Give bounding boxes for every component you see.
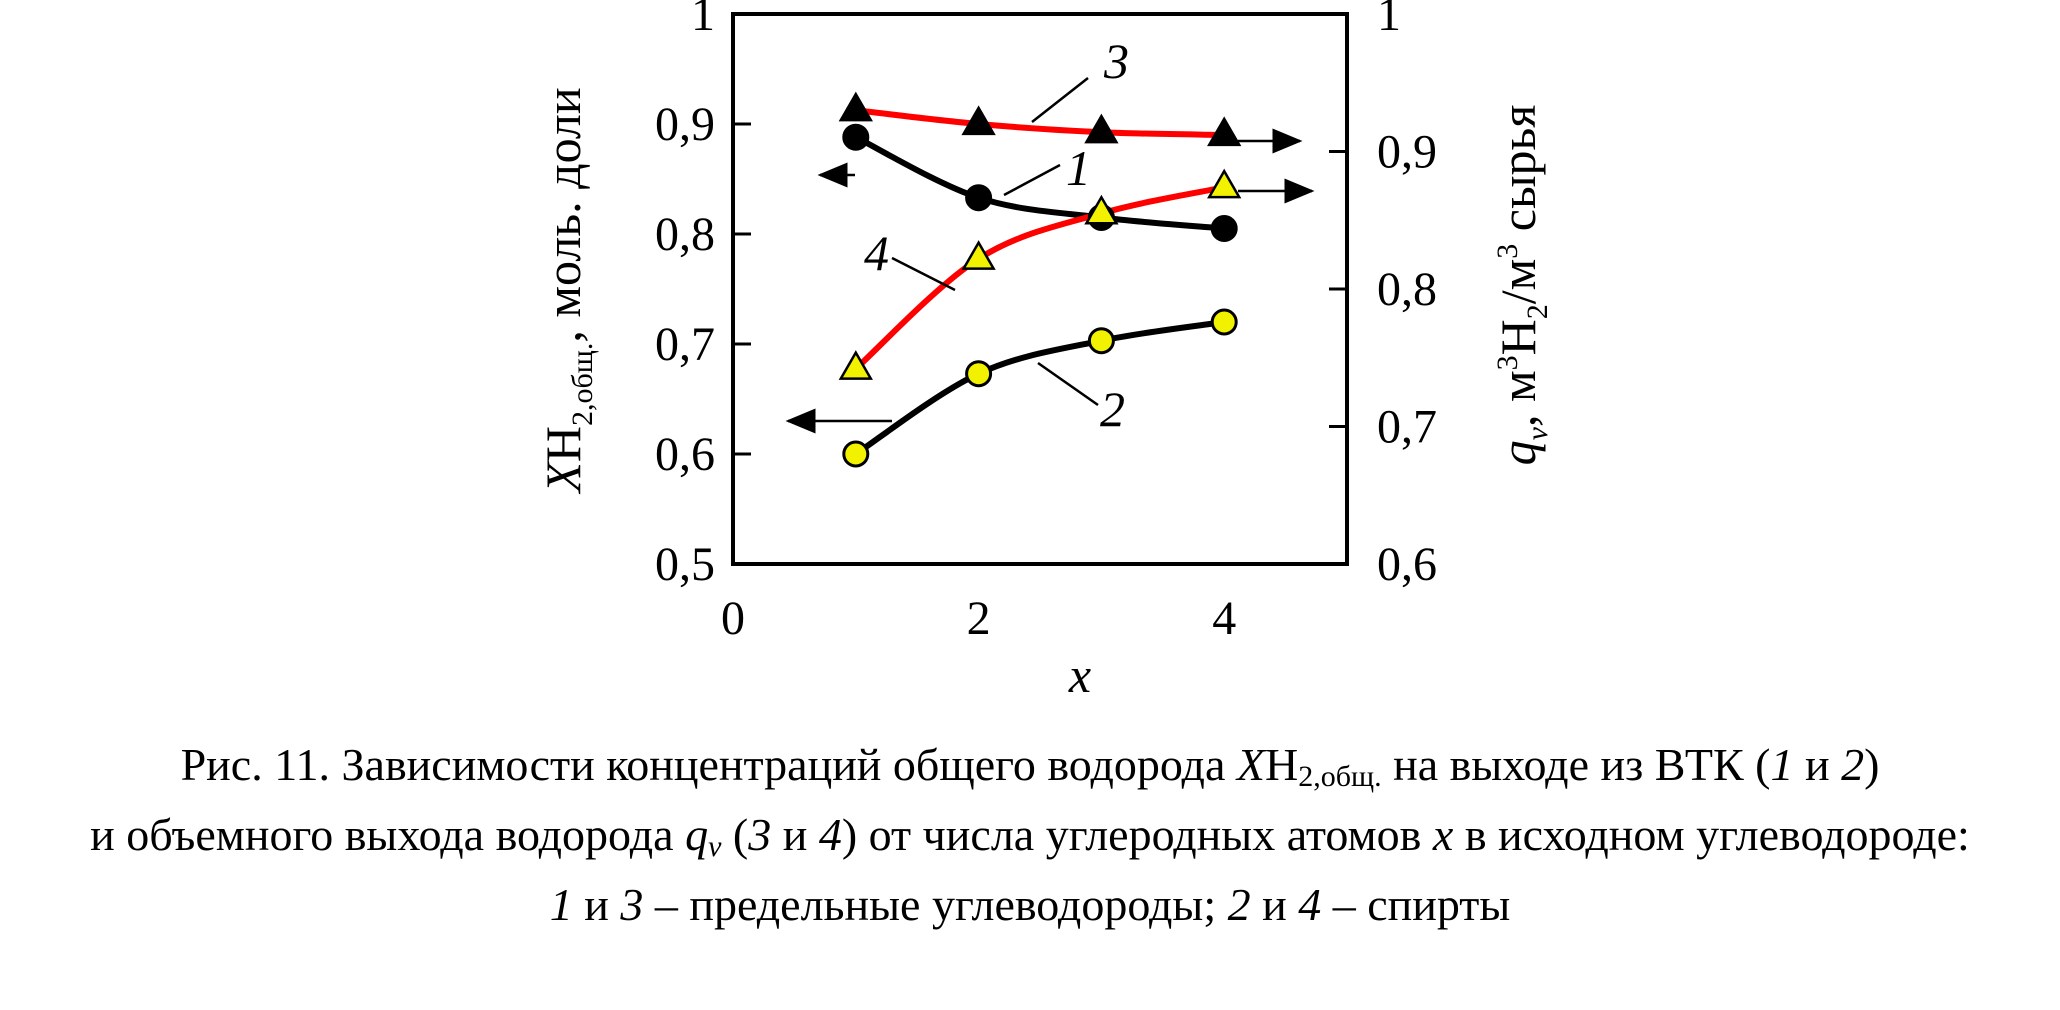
series-3-point	[1207, 116, 1242, 147]
series-3-point	[961, 105, 996, 136]
callout-leader-1	[1003, 163, 1061, 197]
x-tick-label: 2	[967, 592, 991, 645]
caption-line-1: Рис. 11. Зависимости концентраций общего…	[180, 739, 1880, 793]
plot-frame	[731, 12, 1349, 566]
left-tick-label: 0,9	[655, 98, 715, 151]
x-axis-title: x	[1068, 647, 1091, 703]
series-2-line	[852, 319, 1228, 457]
series-markers	[838, 91, 1242, 468]
callout-leader-2	[1037, 361, 1099, 407]
left-tick-label: 0,5	[655, 538, 715, 591]
figure-caption: Рис. 11. Зависимости концентраций общего…	[0, 736, 2060, 934]
series-2-point	[1087, 327, 1115, 355]
right-axis-ticks: 0,6 0,7 0,8 0,9 1	[1329, 0, 1437, 591]
series-4-line	[852, 184, 1228, 372]
x-tick-label: 0	[721, 592, 745, 645]
callout-label-4: 4	[864, 225, 889, 281]
series-3-point	[1084, 113, 1119, 144]
left-tick-label: 1	[691, 0, 715, 41]
series-3-point	[838, 91, 873, 122]
series-4-point	[838, 350, 873, 380]
series-2-point	[1210, 308, 1238, 336]
series-3-line	[852, 107, 1228, 138]
series-4-point	[961, 240, 996, 270]
series-2-point	[842, 440, 870, 468]
callout-label-3: 3	[1103, 33, 1129, 89]
left-axis-title: XH2,общ., моль. доли	[535, 87, 599, 494]
series-1-line	[852, 134, 1228, 232]
right-tick-label: 0,6	[1377, 538, 1437, 591]
series-4-point	[1084, 194, 1119, 225]
series-1-point	[965, 184, 993, 212]
x-tick-label: 4	[1212, 592, 1236, 645]
callout-leader-4	[891, 256, 956, 292]
right-axis-title: qv, м3H2/м3 сырья	[1490, 105, 1554, 466]
series-4-point	[1207, 168, 1242, 199]
callout-leaders	[891, 77, 1099, 407]
caption-line-3: 1 и 3 – предельные углеводороды; 2 и 4 –…	[549, 879, 1511, 930]
right-tick-label: 0,8	[1377, 263, 1437, 316]
callout-leader-3	[1031, 77, 1089, 123]
left-tick-label: 0,8	[655, 208, 715, 261]
right-tick-label: 0,9	[1377, 126, 1437, 179]
chart: 0,5 0,6 0,7 0,8 0,9 1 0,6 0,7 0,8 0,9 1 0 2 4 x XH2…	[535, 0, 1554, 703]
caption-line-2: и объемного выхода водорода qv (3 и 4) о…	[90, 809, 1970, 863]
callout-label-1: 1	[1066, 140, 1091, 196]
series-1-point	[842, 123, 870, 151]
x-axis-ticks: 0 2 4	[721, 592, 1236, 645]
callout-label-2: 2	[1100, 381, 1125, 437]
axis-arrows	[785, 128, 1315, 434]
series-2-point	[965, 360, 993, 388]
right-tick-label: 0,7	[1377, 401, 1437, 454]
left-axis-ticks: 0,5 0,6 0,7 0,8 0,9 1	[655, 0, 751, 591]
right-tick-label: 1	[1377, 0, 1401, 41]
left-tick-label: 0,6	[655, 428, 715, 481]
series-lines	[852, 107, 1228, 457]
left-tick-label: 0,7	[655, 318, 715, 371]
series-1-point	[1210, 215, 1238, 242]
